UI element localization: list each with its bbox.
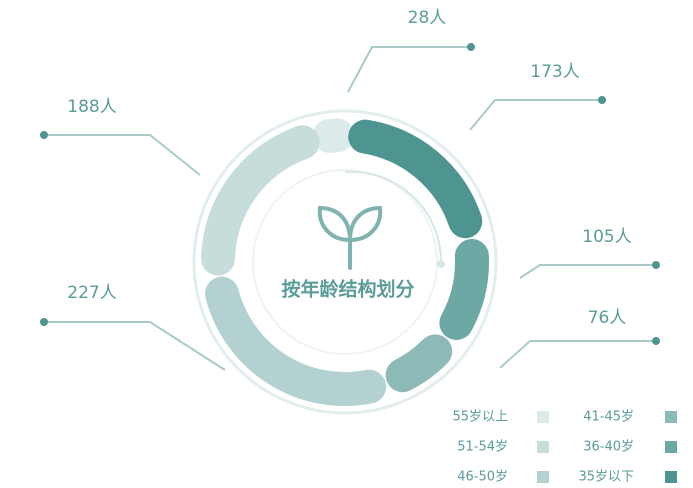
plant-icon — [317, 205, 383, 270]
legend-swatch — [537, 471, 549, 483]
inner-dot — [437, 260, 445, 268]
donut-segment — [205, 276, 387, 406]
leader-line — [347, 46, 471, 93]
legend-label: 35岁以下 — [578, 470, 634, 485]
donut-segment — [201, 125, 320, 276]
leader-dot — [652, 261, 660, 269]
value-label: 28人 — [408, 8, 447, 28]
legend-label: 41-45岁 — [583, 410, 634, 425]
leader-line — [44, 321, 226, 371]
leader-line — [469, 99, 602, 131]
leader-dot — [40, 131, 48, 139]
donut-segment — [439, 239, 489, 340]
value-label: 173人 — [530, 62, 579, 82]
legend-swatch — [665, 441, 677, 453]
legend-label: 55岁以上 — [452, 410, 508, 425]
value-label: 105人 — [582, 227, 631, 247]
value-label: 188人 — [67, 97, 116, 117]
legend-swatch — [537, 411, 549, 423]
value-label: 227人 — [67, 283, 116, 303]
inner-ring — [252, 169, 438, 355]
donut-segment — [312, 118, 355, 153]
leader-dot — [598, 96, 606, 104]
inner-arc — [344, 170, 443, 263]
leader-line — [44, 134, 201, 176]
outer-ring — [192, 109, 498, 415]
donut-segment — [348, 119, 483, 239]
legend-label: 46-50岁 — [457, 470, 508, 485]
legend-swatch — [537, 441, 549, 453]
legend-label: 36-40岁 — [583, 440, 634, 455]
leader-line — [499, 340, 656, 369]
value-label: 76人 — [588, 308, 627, 328]
leader-dot — [467, 43, 475, 51]
legend-label: 51-54岁 — [457, 440, 508, 455]
legend-swatch — [665, 471, 677, 483]
leader-dot — [40, 318, 48, 326]
leader-line — [519, 264, 656, 279]
leader-dot — [652, 337, 660, 345]
legend-swatch — [665, 411, 677, 423]
donut-segment — [385, 334, 453, 393]
chart-title: 按年龄结构划分 — [281, 278, 414, 301]
